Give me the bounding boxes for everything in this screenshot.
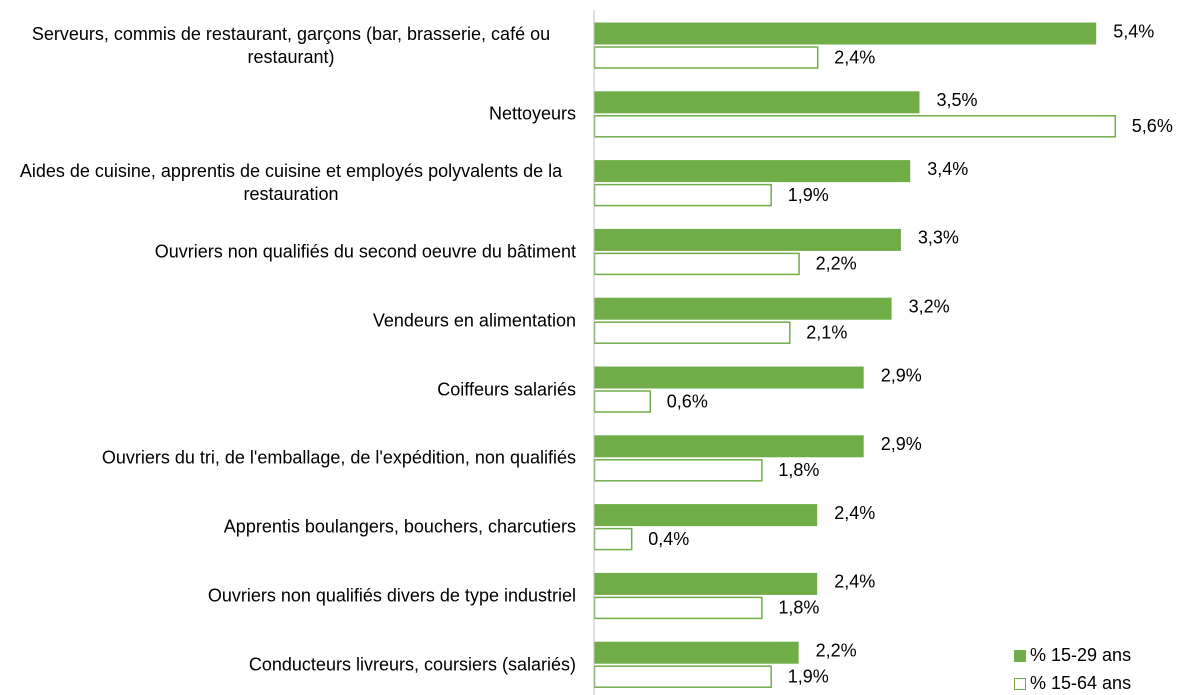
legend-swatch (1014, 678, 1026, 690)
value-label: 3,2% (909, 296, 950, 316)
category-label: Nettoyeurs (488, 103, 576, 124)
bar (593, 252, 800, 276)
value-label: 1,9% (788, 185, 829, 205)
category-label: Conducteurs livreurs, coursiers (salarié… (248, 654, 576, 675)
legend-swatch (1014, 650, 1026, 662)
category-label: Serveurs, commis de restaurant, garçons … (31, 23, 551, 67)
bar (594, 504, 818, 527)
value-label: 2,4% (834, 572, 875, 592)
value-label: 0,6% (667, 391, 708, 411)
legend-label: % 15-29 ans (1030, 645, 1131, 665)
bar (593, 596, 763, 620)
value-label: 5,6% (1132, 116, 1173, 136)
value-label: 2,4% (834, 503, 875, 523)
category-label: Ouvriers non qualifiés du second oeuvre … (154, 241, 576, 262)
value-label: 1,8% (778, 598, 819, 618)
value-label: 2,2% (816, 254, 857, 274)
legend-label: % 15-64 ans (1030, 673, 1131, 693)
category-label: Ouvriers non qualifiés divers de type in… (207, 585, 576, 606)
value-label: 0,4% (648, 529, 689, 549)
bar (593, 321, 791, 344)
bar (594, 297, 892, 320)
bar (593, 459, 763, 482)
value-label: 3,4% (927, 159, 968, 179)
category-label: Vendeurs en alimentation (372, 310, 576, 331)
value-label: 2,9% (881, 434, 922, 454)
category-label: Apprentis boulangers, bouchers, charcuti… (223, 516, 576, 537)
bar (594, 91, 920, 114)
bar (594, 641, 799, 664)
bar (593, 527, 633, 551)
bar (594, 435, 864, 458)
bar (593, 390, 652, 413)
value-label: 2,4% (834, 47, 875, 67)
bar (594, 160, 911, 183)
category-label: Aides de cuisine, apprentis de cuisine e… (19, 161, 563, 205)
bar (593, 183, 772, 207)
category-label: Coiffeurs salariés (437, 379, 576, 399)
value-label: 3,5% (937, 90, 978, 110)
bar (594, 22, 1097, 45)
bar (593, 46, 819, 69)
category-label: Ouvriers du tri, de l'emballage, de l'ex… (101, 447, 576, 468)
value-label: 2,1% (806, 322, 847, 342)
value-label: 1,8% (778, 460, 819, 480)
value-label: 5,4% (1113, 21, 1154, 41)
bar (593, 115, 1117, 138)
bar (594, 572, 818, 595)
value-label: 2,2% (816, 640, 857, 660)
bar (593, 665, 772, 688)
value-label: 2,9% (881, 365, 922, 385)
bar (594, 228, 901, 251)
value-label: 3,3% (918, 228, 959, 248)
value-label: 1,9% (788, 666, 829, 686)
bar (594, 366, 864, 389)
